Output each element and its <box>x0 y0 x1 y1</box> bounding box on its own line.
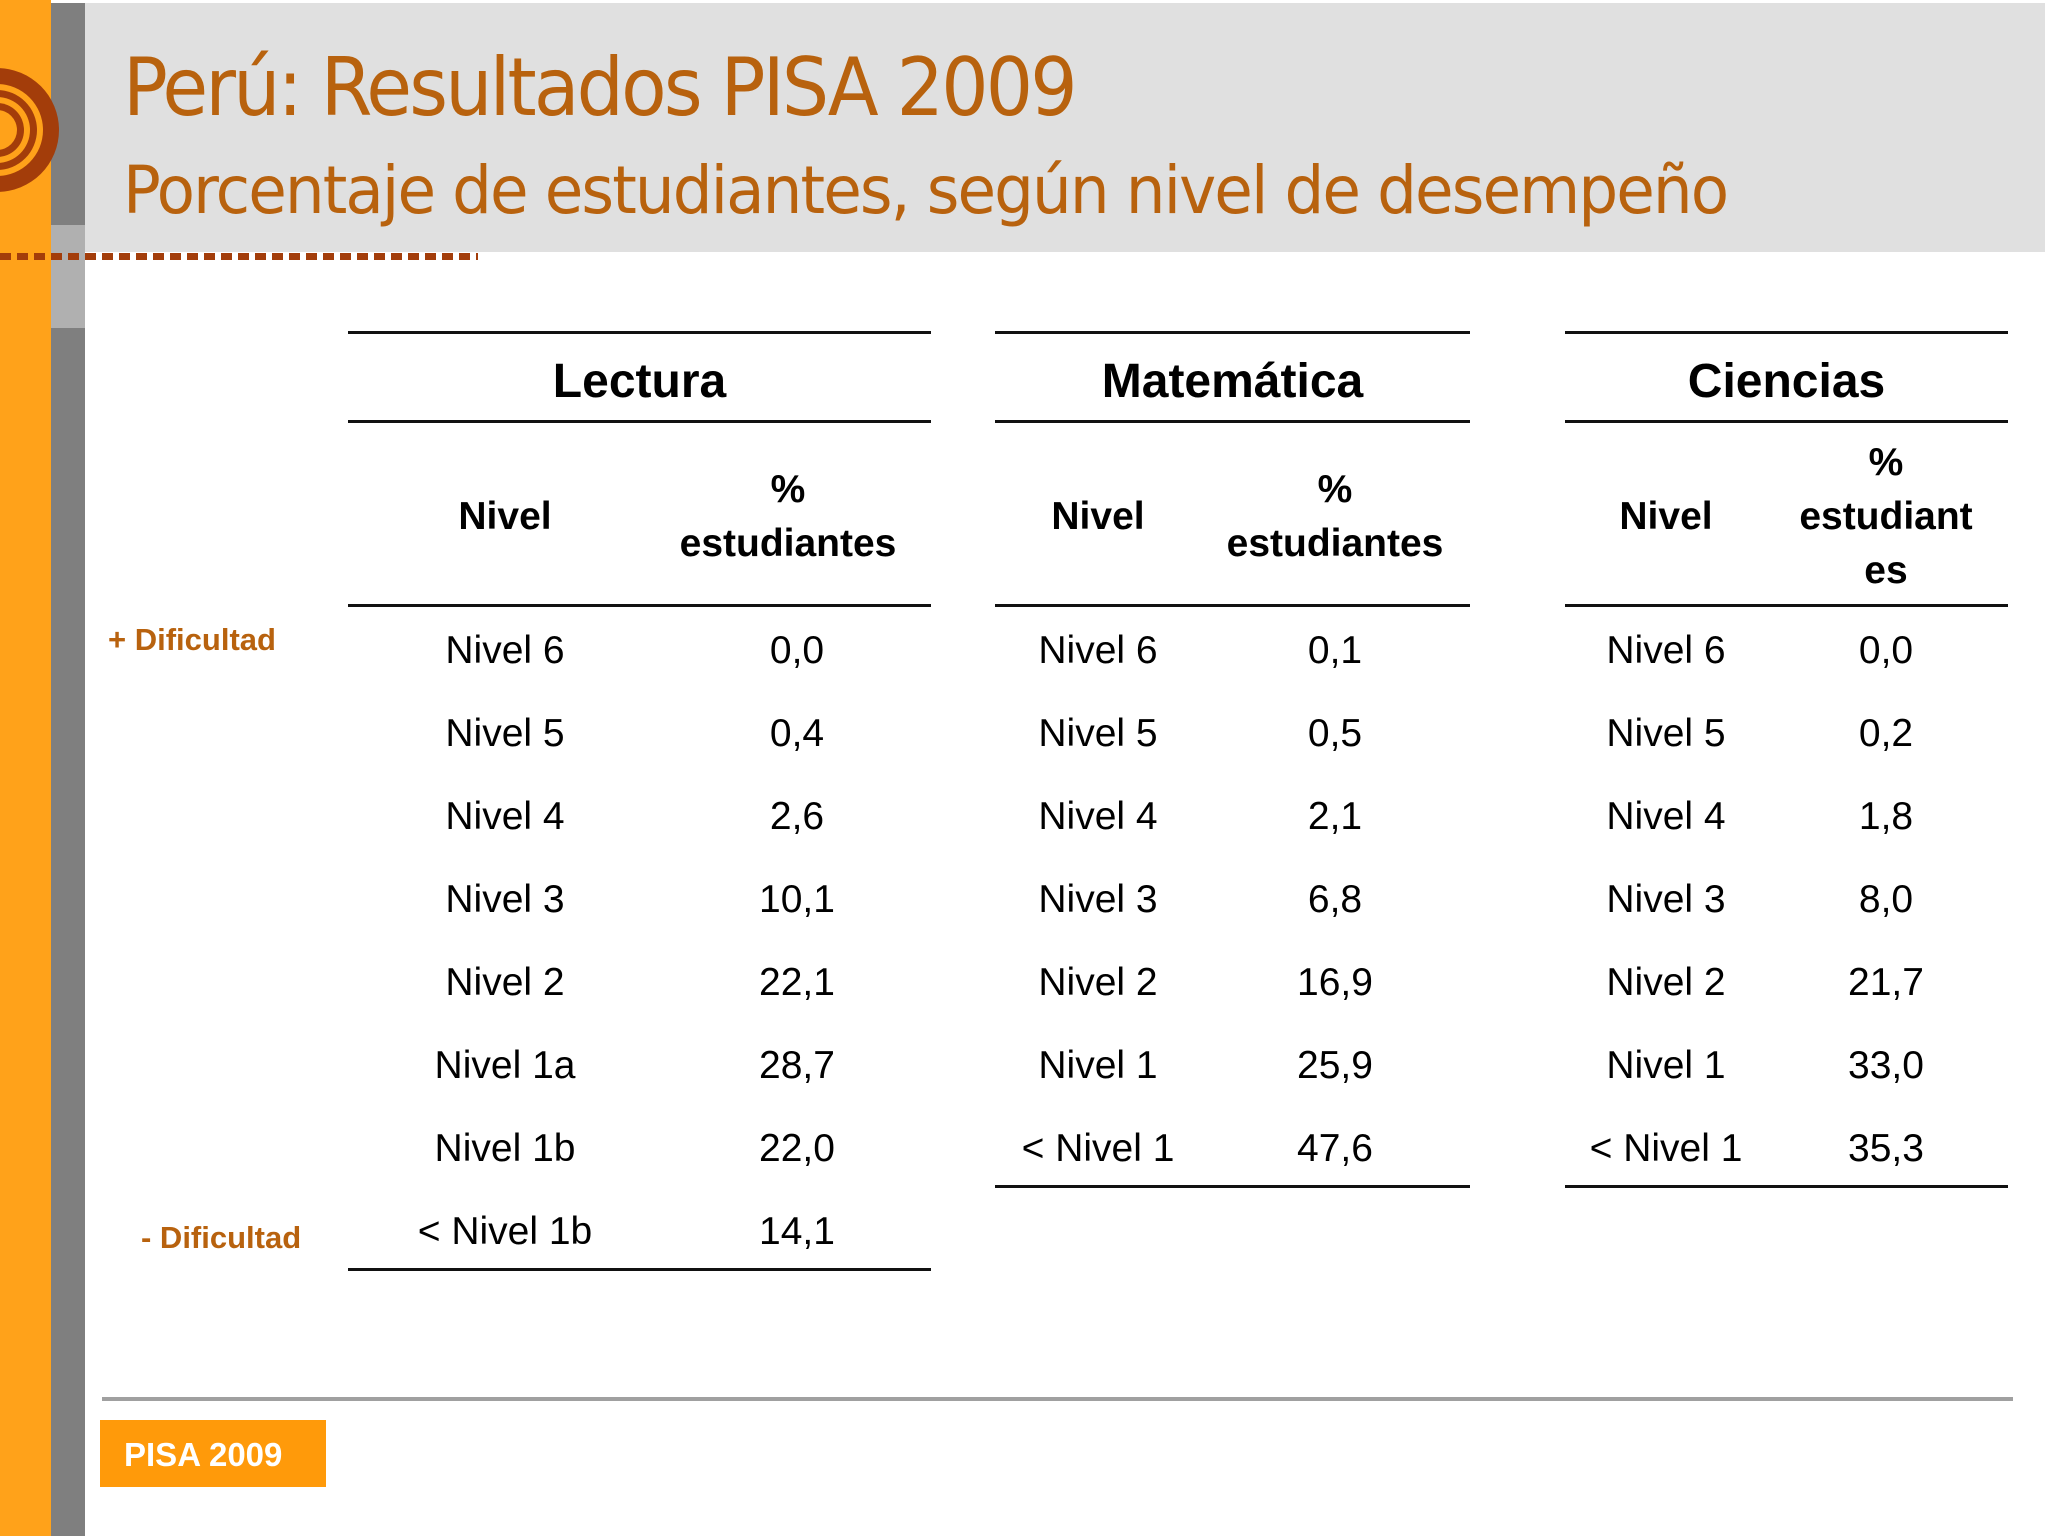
cell-level: Nivel 6 <box>1606 629 1726 672</box>
cell-pct: 22,1 <box>759 961 835 1004</box>
orange-side-stripe <box>0 0 51 1536</box>
spiral-logo-icon <box>0 68 59 192</box>
column-header-pct: % estudiant es <box>1751 436 2021 598</box>
table-rule <box>1565 1185 2008 1188</box>
slide-title: Perú: Resultados PISA 2009 <box>123 41 1078 134</box>
subject-heading: Lectura <box>552 355 727 408</box>
column-header-pct-line: % <box>770 468 806 511</box>
table-rule <box>348 604 931 607</box>
column-header-pct-line: % <box>1317 468 1353 511</box>
cell-pct: 6,8 <box>1307 878 1363 921</box>
table-rule <box>995 420 1470 423</box>
cell-pct: 2,6 <box>769 795 825 838</box>
cell-pct: 0,1 <box>1307 629 1363 672</box>
table-rule <box>348 420 931 423</box>
cell-level: Nivel 1 <box>1606 1044 1726 1087</box>
table-rule <box>348 1268 931 1271</box>
footer-badge: PISA 2009 <box>100 1420 326 1487</box>
table-rule <box>995 1185 1470 1188</box>
table-rule <box>1565 420 2008 423</box>
column-header-pct-line: es <box>1864 549 1908 592</box>
cell-level: Nivel 5 <box>1606 712 1726 755</box>
cell-level: Nivel 1a <box>434 1044 576 1087</box>
cell-level: Nivel 2 <box>1038 961 1158 1004</box>
column-header-pct-line: estudiantes <box>679 522 897 565</box>
cell-level: Nivel 6 <box>445 629 565 672</box>
table-rule <box>1565 331 2008 334</box>
footer-badge-label: PISA 2009 <box>124 1436 283 1473</box>
cell-pct: 0,5 <box>1307 712 1363 755</box>
footer-divider <box>102 1397 2013 1401</box>
cell-level: Nivel 1b <box>434 1127 576 1170</box>
cell-pct: 14,1 <box>759 1210 835 1253</box>
slide-subtitle: Porcentaje de estudiantes, según nivel d… <box>123 152 1729 229</box>
column-header-level: Nivel <box>1619 495 1713 538</box>
cell-pct: 47,6 <box>1297 1127 1373 1170</box>
cell-level: Nivel 3 <box>1038 878 1158 921</box>
cell-level: Nivel 2 <box>1606 961 1726 1004</box>
cell-pct: 22,0 <box>759 1127 835 1170</box>
cell-level: Nivel 4 <box>1038 795 1158 838</box>
cell-level: Nivel 3 <box>445 878 565 921</box>
table-rule <box>348 331 931 334</box>
cell-level: Nivel 1 <box>1038 1044 1158 1087</box>
column-header-pct: % estudiantes <box>648 463 928 571</box>
subject-heading: Ciencias <box>1687 355 1886 408</box>
table-rule <box>1565 604 2008 607</box>
gray-side-stripe-light <box>51 225 85 328</box>
less-difficulty-label: - Dificultad <box>141 1220 302 1255</box>
cell-level: Nivel 6 <box>1038 629 1158 672</box>
cell-level: < Nivel 1 <box>1021 1127 1175 1170</box>
subject-heading: Matemática <box>1101 355 1364 408</box>
cell-pct: 28,7 <box>759 1044 835 1087</box>
column-header-level: Nivel <box>1051 495 1145 538</box>
cell-level: Nivel 5 <box>445 712 565 755</box>
column-header-pct-line: estudiantes <box>1226 522 1444 565</box>
cell-pct: 25,9 <box>1297 1044 1373 1087</box>
cell-pct: 10,1 <box>759 878 835 921</box>
cell-level: < Nivel 1 <box>1589 1127 1743 1170</box>
cell-pct: 2,1 <box>1307 795 1363 838</box>
table-rule <box>995 331 1470 334</box>
table-matematica: Matemática Nivel % estudiantes Nivel 6 0… <box>995 0 1470 1536</box>
cell-level: < Nivel 1b <box>417 1210 593 1253</box>
cell-pct: 16,9 <box>1297 961 1373 1004</box>
cell-pct: 21,7 <box>1848 961 1924 1004</box>
dotted-divider <box>0 253 478 260</box>
cell-level: Nivel 4 <box>445 795 565 838</box>
column-header-pct-line: % <box>1868 441 1904 484</box>
table-ciencias: Ciencias Nivel % estudiant es Nivel 6 0,… <box>1565 0 2008 1536</box>
cell-pct: 35,3 <box>1848 1127 1924 1170</box>
cell-level: Nivel 5 <box>1038 712 1158 755</box>
cell-pct: 33,0 <box>1848 1044 1924 1087</box>
cell-pct: 0,2 <box>1858 712 1914 755</box>
cell-level: Nivel 3 <box>1606 878 1726 921</box>
column-header-pct-line: estudiant <box>1799 495 1973 538</box>
column-header-level: Nivel <box>458 495 552 538</box>
cell-pct: 0,0 <box>1858 629 1914 672</box>
cell-pct: 1,8 <box>1858 795 1914 838</box>
cell-pct: 8,0 <box>1858 878 1914 921</box>
cell-pct: 0,4 <box>769 712 825 755</box>
header-band <box>85 3 2045 252</box>
cell-pct: 0,0 <box>769 629 825 672</box>
column-header-pct: % estudiantes <box>1195 463 1475 571</box>
cell-level: Nivel 2 <box>445 961 565 1004</box>
table-rule <box>995 604 1470 607</box>
table-lectura: Lectura Nivel % estudiantes Nivel 6 0,0 … <box>348 0 931 1536</box>
more-difficulty-label: + Dificultad <box>108 622 276 657</box>
cell-level: Nivel 4 <box>1606 795 1726 838</box>
